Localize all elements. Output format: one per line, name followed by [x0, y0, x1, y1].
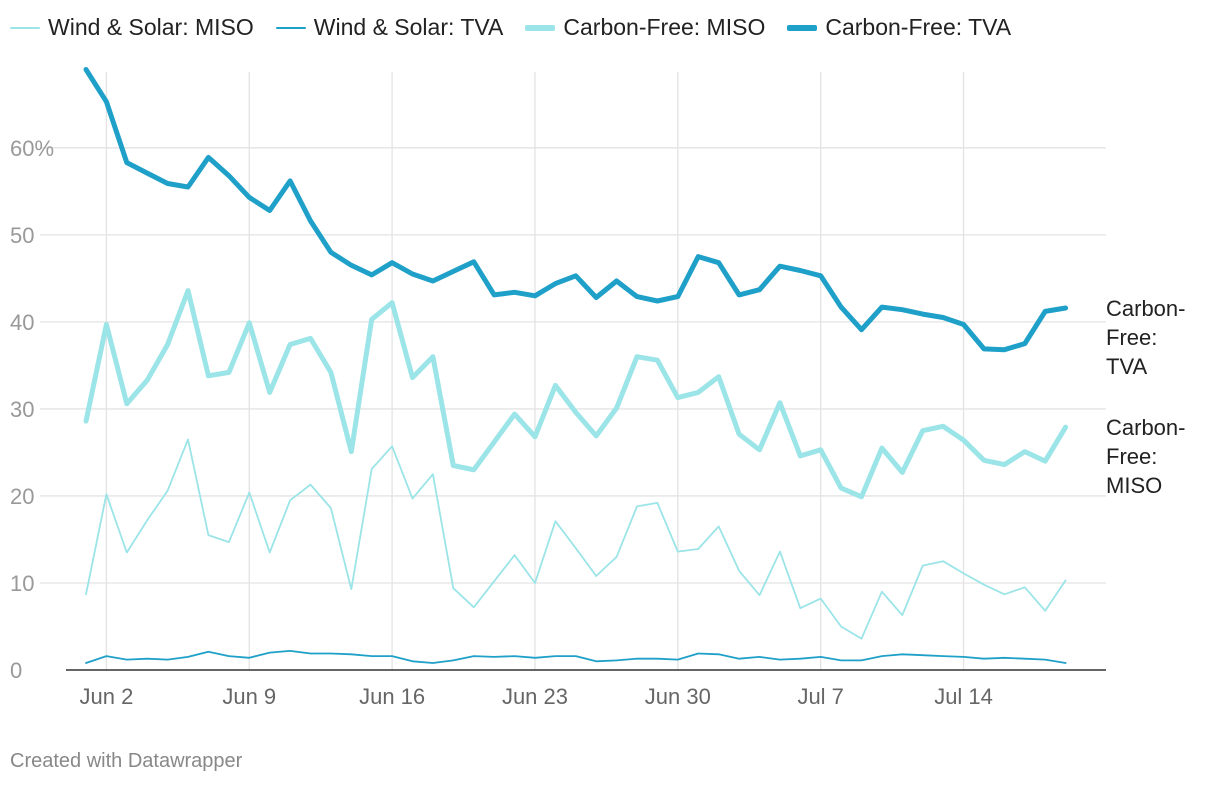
chart-credit: Created with Datawrapper — [10, 750, 243, 772]
end-label: TVA — [1106, 354, 1147, 379]
y-tick-label: 60% — [10, 136, 54, 161]
legend-item-carbon-free-tva: Carbon-Free: TVA — [787, 14, 1011, 41]
series-line-wind-solar-miso — [85, 438, 1067, 640]
x-tick-label: Jun 23 — [502, 684, 568, 709]
series-line-wind-solar-tva — [85, 650, 1067, 664]
y-tick-label: 40 — [10, 310, 34, 335]
chart-legend: Wind & Solar: MISO Wind & Solar: TVA Car… — [10, 14, 1033, 41]
x-tick-label: Jun 16 — [359, 684, 425, 709]
legend-item-wind-solar-miso: Wind & Solar: MISO — [10, 14, 254, 41]
y-tick-label: 30 — [10, 397, 34, 422]
series-line-carbon-free-miso — [83, 288, 1069, 500]
legend-label: Carbon-Free: MISO — [563, 14, 766, 40]
series-line-carbon-free-tva — [83, 67, 1069, 353]
end-label: Free: — [1106, 444, 1157, 469]
legend-label: Wind & Solar: TVA — [313, 14, 504, 40]
legend-label: Wind & Solar: MISO — [48, 14, 254, 40]
y-tick-label: 20 — [10, 484, 34, 509]
end-label: Carbon- — [1106, 415, 1185, 440]
y-tick-label: 50 — [10, 223, 34, 248]
end-label: Carbon- — [1106, 296, 1185, 321]
legend-item-wind-solar-tva: Wind & Solar: TVA — [275, 14, 504, 41]
y-tick-label: 0 — [10, 658, 22, 683]
line-chart: 0 10 20 30 40 50 60% Jun 2 Jun 9 Jun 16 Jun 23 Jun … — [10, 67, 1185, 709]
y-tick-label: 10 — [10, 571, 34, 596]
end-label: MISO — [1106, 473, 1162, 498]
x-tick-label: Jun 9 — [222, 684, 276, 709]
legend-swatch — [10, 26, 40, 29]
legend-swatch — [525, 24, 556, 31]
x-tick-label: Jul 14 — [934, 684, 993, 709]
legend-item-carbon-free-miso: Carbon-Free: MISO — [525, 14, 765, 41]
x-tick-label: Jun 2 — [79, 684, 133, 709]
x-tick-label: Jul 7 — [797, 684, 843, 709]
legend-swatch — [787, 24, 818, 31]
end-label: Free: — [1106, 325, 1157, 350]
legend-label: Carbon-Free: TVA — [825, 14, 1012, 40]
x-tick-label: Jun 30 — [645, 684, 711, 709]
legend-swatch — [275, 26, 306, 29]
